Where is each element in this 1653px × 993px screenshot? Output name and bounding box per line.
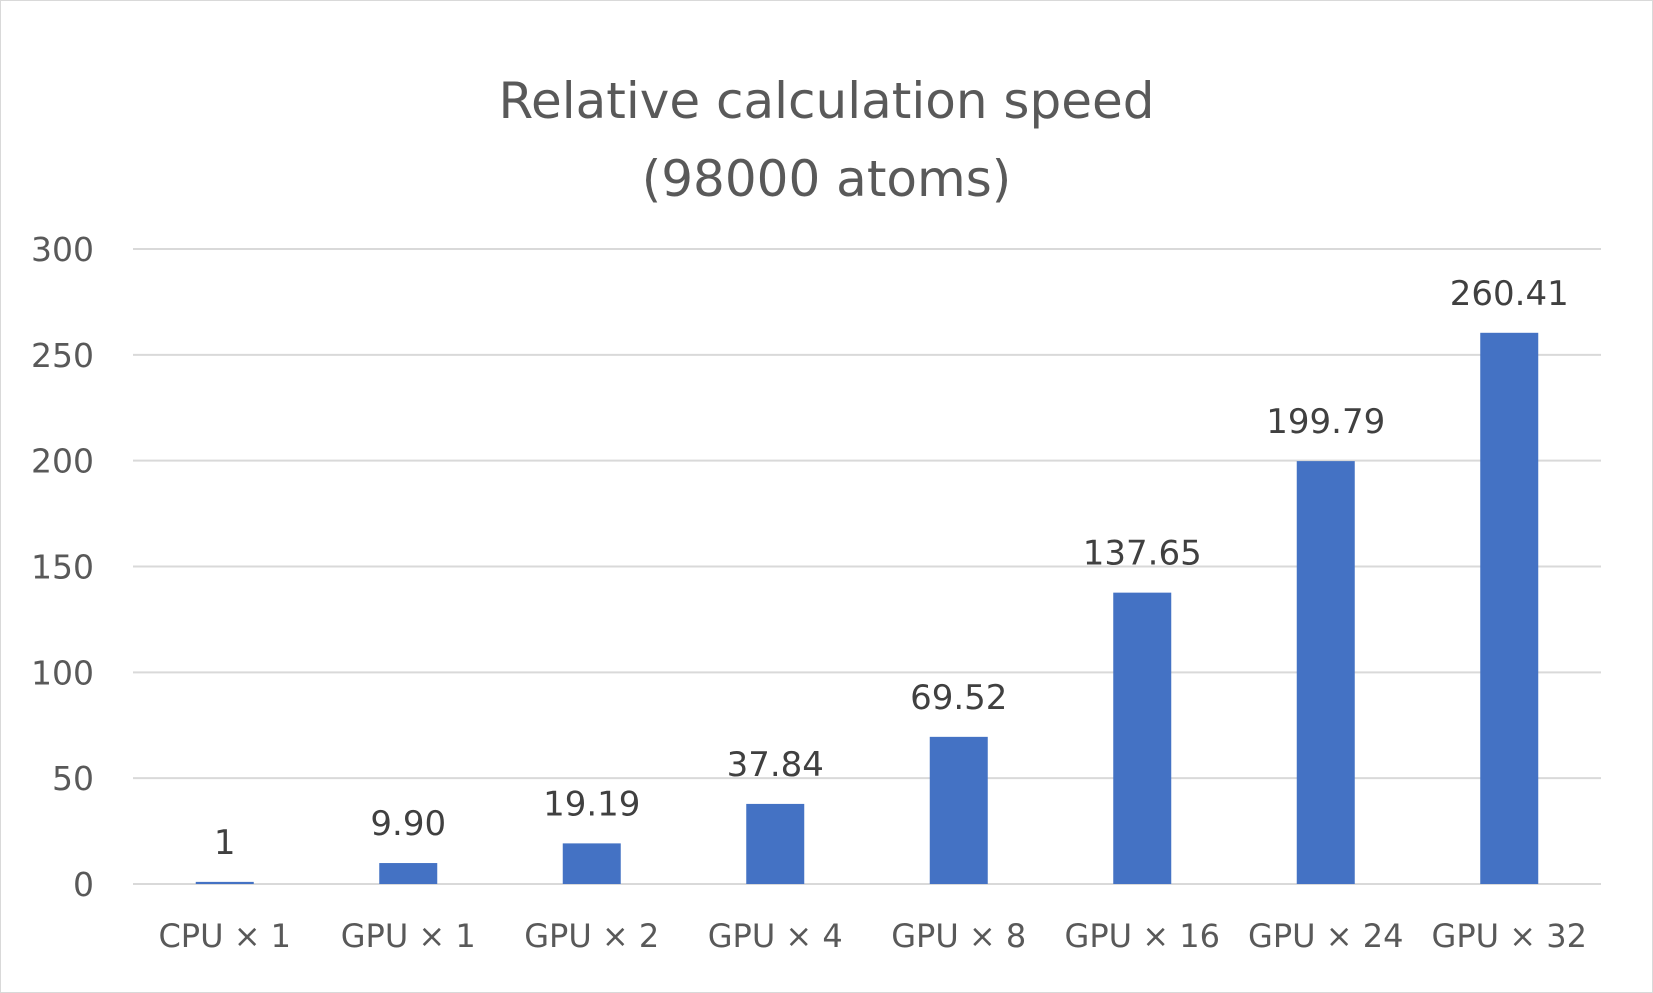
- bar: [929, 736, 988, 884]
- bar: [1480, 332, 1539, 884]
- data-label: 19.19: [543, 784, 640, 824]
- bar: [379, 863, 438, 884]
- y-tick-label: 200: [31, 442, 94, 481]
- x-axis-ticks: CPU × 1 GPU × 1 GPU × 2 GPU × 4 GPU × 8 GPU ×…: [158, 917, 1586, 955]
- data-label: 9.90: [370, 804, 446, 844]
- bars: [195, 332, 1539, 884]
- x-tick-label: GPU × 16: [1065, 917, 1220, 955]
- y-tick-label: 100: [31, 653, 94, 692]
- data-label: 260.41: [1450, 274, 1569, 314]
- y-tick-label: 250: [31, 336, 94, 375]
- chart-title: Relative calculation speed (98000 atoms): [0, 62, 1653, 218]
- data-label: 199.79: [1266, 402, 1385, 442]
- bar: [562, 843, 621, 884]
- chart-title-line-2: (98000 atoms): [641, 150, 1012, 208]
- gridlines: [133, 248, 1601, 885]
- data-labels: 1 9.90 19.19 37.84 69.52 137.65 199.79 260.41: [214, 274, 1569, 863]
- x-tick-label: CPU × 1: [158, 917, 291, 955]
- y-tick-label: 300: [31, 230, 94, 269]
- data-label: 69.52: [910, 678, 1007, 718]
- bar: [1113, 592, 1172, 884]
- y-tick-label: 150: [31, 548, 94, 587]
- y-tick-label: 50: [52, 759, 94, 798]
- x-tick-label: GPU × 2: [524, 917, 659, 955]
- y-tick-label: 0: [73, 865, 94, 904]
- x-tick-label: GPU × 8: [891, 917, 1026, 955]
- x-tick-label: GPU × 4: [708, 917, 843, 955]
- chart-title-line-1: Relative calculation speed: [498, 72, 1155, 130]
- x-tick-label: GPU × 1: [341, 917, 476, 955]
- data-label: 1: [214, 823, 236, 863]
- bar: [746, 803, 805, 884]
- x-tick-label: GPU × 32: [1432, 917, 1587, 955]
- x-tick-label: GPU × 24: [1248, 917, 1403, 955]
- bar: [1296, 461, 1355, 884]
- data-label: 37.84: [727, 745, 824, 785]
- bar: [195, 881, 254, 884]
- y-axis-ticks: 0 50 100 150 200 250 300: [31, 230, 94, 904]
- data-label: 137.65: [1083, 534, 1202, 574]
